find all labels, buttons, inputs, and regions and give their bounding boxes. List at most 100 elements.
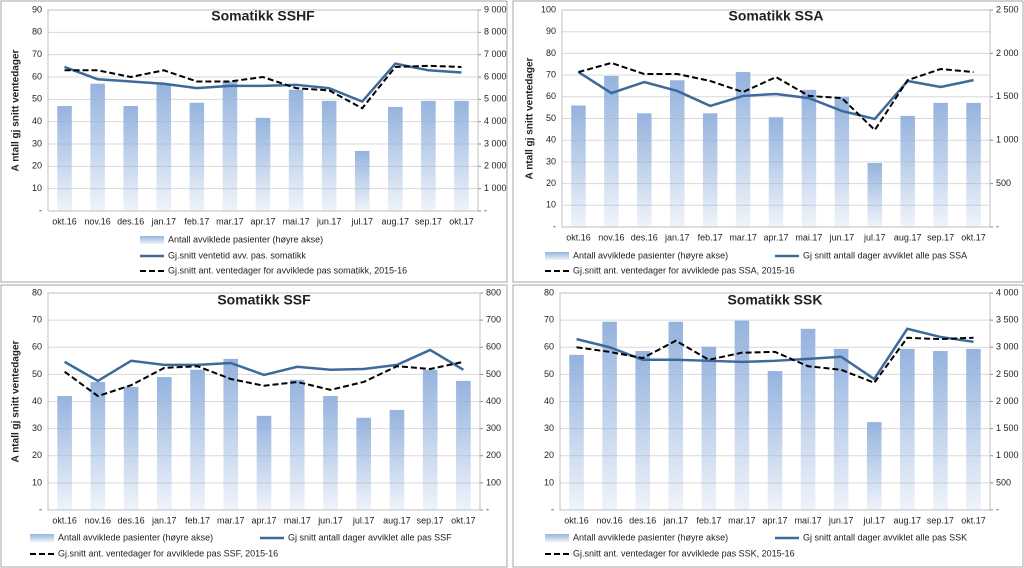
- y-tick-label: 80: [32, 27, 42, 37]
- y-tick-label: 90: [32, 4, 42, 14]
- x-tick-label: jul.17: [862, 515, 885, 525]
- bar: [190, 369, 205, 510]
- bar: [123, 386, 139, 510]
- y-tick-label: 60: [32, 71, 42, 81]
- bar: [933, 102, 948, 227]
- x-tick-label: des.16: [117, 216, 144, 226]
- bar: [454, 100, 469, 211]
- y-tick-label: 20: [32, 450, 42, 460]
- y2-tick-label: 600: [486, 342, 501, 352]
- legend-label: Gj.snitt ant. ventedager for avviklede p…: [58, 548, 278, 558]
- y-tick-label: 80: [544, 287, 554, 297]
- x-tick-label: des.16: [118, 515, 145, 525]
- y2-tick-label: 3 000: [484, 138, 507, 148]
- bar: [354, 150, 370, 211]
- y-tick-label: 50: [32, 94, 42, 104]
- y-tick-label: 80: [546, 48, 556, 58]
- y-tick-label: 10: [32, 183, 42, 193]
- legend-swatch: [30, 534, 54, 542]
- x-tick-label: aug.17: [894, 515, 922, 525]
- chart-title: Somatikk SSF: [217, 292, 311, 308]
- x-tick-label: nov.16: [596, 515, 622, 525]
- panel: - 10 20 30 40 50 60 70 80 - 100 200 300 400 500 600 700 8…: [0, 284, 508, 568]
- x-tick-label: okt.16: [52, 515, 77, 525]
- panel: - 10 20 30 40 50 60 70 80 90 100 - 500 1 000 1 500 2 00…: [512, 0, 1024, 283]
- bar: [356, 417, 372, 510]
- chart-title: Somatikk SSK: [728, 292, 823, 308]
- y-tick-label: 70: [32, 315, 42, 325]
- legend-label: Gj snitt antall dager avviklet alle pas …: [803, 532, 967, 542]
- bar: [288, 89, 304, 211]
- bar: [900, 348, 915, 510]
- y2-tick-label: 6 000: [484, 71, 507, 81]
- y-axis-label: A ntall gj snitt ventedager: [11, 49, 22, 171]
- y2-tick-label: 2 000: [996, 396, 1019, 406]
- bar: [900, 115, 915, 227]
- x-tick-label: mai.17: [795, 515, 822, 525]
- y-tick-label: 30: [32, 138, 42, 148]
- bar: [123, 106, 138, 211]
- x-tick-label: okt.17: [451, 515, 476, 525]
- bar: [801, 89, 817, 227]
- legend-swatch: [545, 252, 569, 260]
- x-tick-label: mar.17: [216, 216, 244, 226]
- bar: [223, 358, 239, 510]
- y-tick-label: 100: [541, 4, 556, 14]
- bar: [571, 105, 586, 227]
- bar: [57, 106, 72, 211]
- series-line: [64, 360, 464, 398]
- legend-swatch: [545, 534, 569, 542]
- x-tick-label: okt.17: [961, 232, 986, 242]
- x-tick-label: mar.17: [728, 515, 756, 525]
- bar: [768, 117, 784, 227]
- bar: [735, 72, 751, 227]
- x-tick-label: mai.17: [284, 515, 311, 525]
- y2-tick-label: 2 500: [996, 4, 1019, 14]
- bar: [833, 348, 849, 510]
- x-tick-label: apr.17: [762, 515, 787, 525]
- x-tick-label: apr.17: [251, 515, 276, 525]
- legend-label: Gj.snitt ant. ventedager for avviklede p…: [573, 265, 795, 275]
- panel: - 10 20 30 40 50 60 70 80 90 - 1 000 2 000 3 000 4 000…: [0, 0, 508, 283]
- y2-tick-label: 8 000: [484, 27, 507, 37]
- series-line: [578, 61, 974, 132]
- legend-label: Antall avviklede pasienter (høyre akse): [58, 532, 213, 542]
- y2-tick-label: 200: [486, 450, 501, 460]
- y2-tick-label: -: [484, 205, 487, 215]
- x-tick-label: feb.17: [185, 515, 210, 525]
- y-tick-label: 20: [546, 178, 556, 188]
- bar: [388, 106, 403, 211]
- y-tick-label: 50: [544, 369, 554, 379]
- x-tick-label: nov.16: [598, 232, 624, 242]
- x-tick-label: jul.17: [863, 232, 886, 242]
- y-tick-label: 40: [32, 396, 42, 406]
- bar: [256, 415, 272, 510]
- y-tick-label: 20: [32, 161, 42, 171]
- bar: [866, 422, 882, 510]
- bar: [734, 320, 750, 510]
- bar: [323, 396, 338, 510]
- bar: [635, 351, 650, 510]
- bar: [255, 117, 271, 211]
- bar: [668, 321, 684, 510]
- bar: [604, 75, 619, 227]
- y2-tick-label: 7 000: [484, 49, 507, 59]
- series-line: [63, 348, 465, 383]
- y-tick-label: 10: [32, 477, 42, 487]
- y2-tick-label: 1 000: [484, 183, 507, 193]
- y2-tick-label: 300: [486, 423, 501, 433]
- y2-tick-label: 500: [996, 477, 1011, 487]
- bar: [669, 80, 685, 227]
- legend-label: Gj.snitt ventetid avv. pas. somatikk: [168, 250, 306, 260]
- bar: [933, 351, 948, 510]
- x-tick-label: okt.17: [961, 515, 986, 525]
- y2-tick-label: 4 000: [484, 116, 507, 126]
- bar: [90, 83, 105, 211]
- y2-tick-label: 2 000: [996, 48, 1019, 58]
- bar: [321, 100, 337, 211]
- y-tick-label: 10: [544, 477, 554, 487]
- bar: [702, 113, 718, 227]
- y-tick-label: 60: [544, 342, 554, 352]
- y-tick-label: 80: [32, 287, 42, 297]
